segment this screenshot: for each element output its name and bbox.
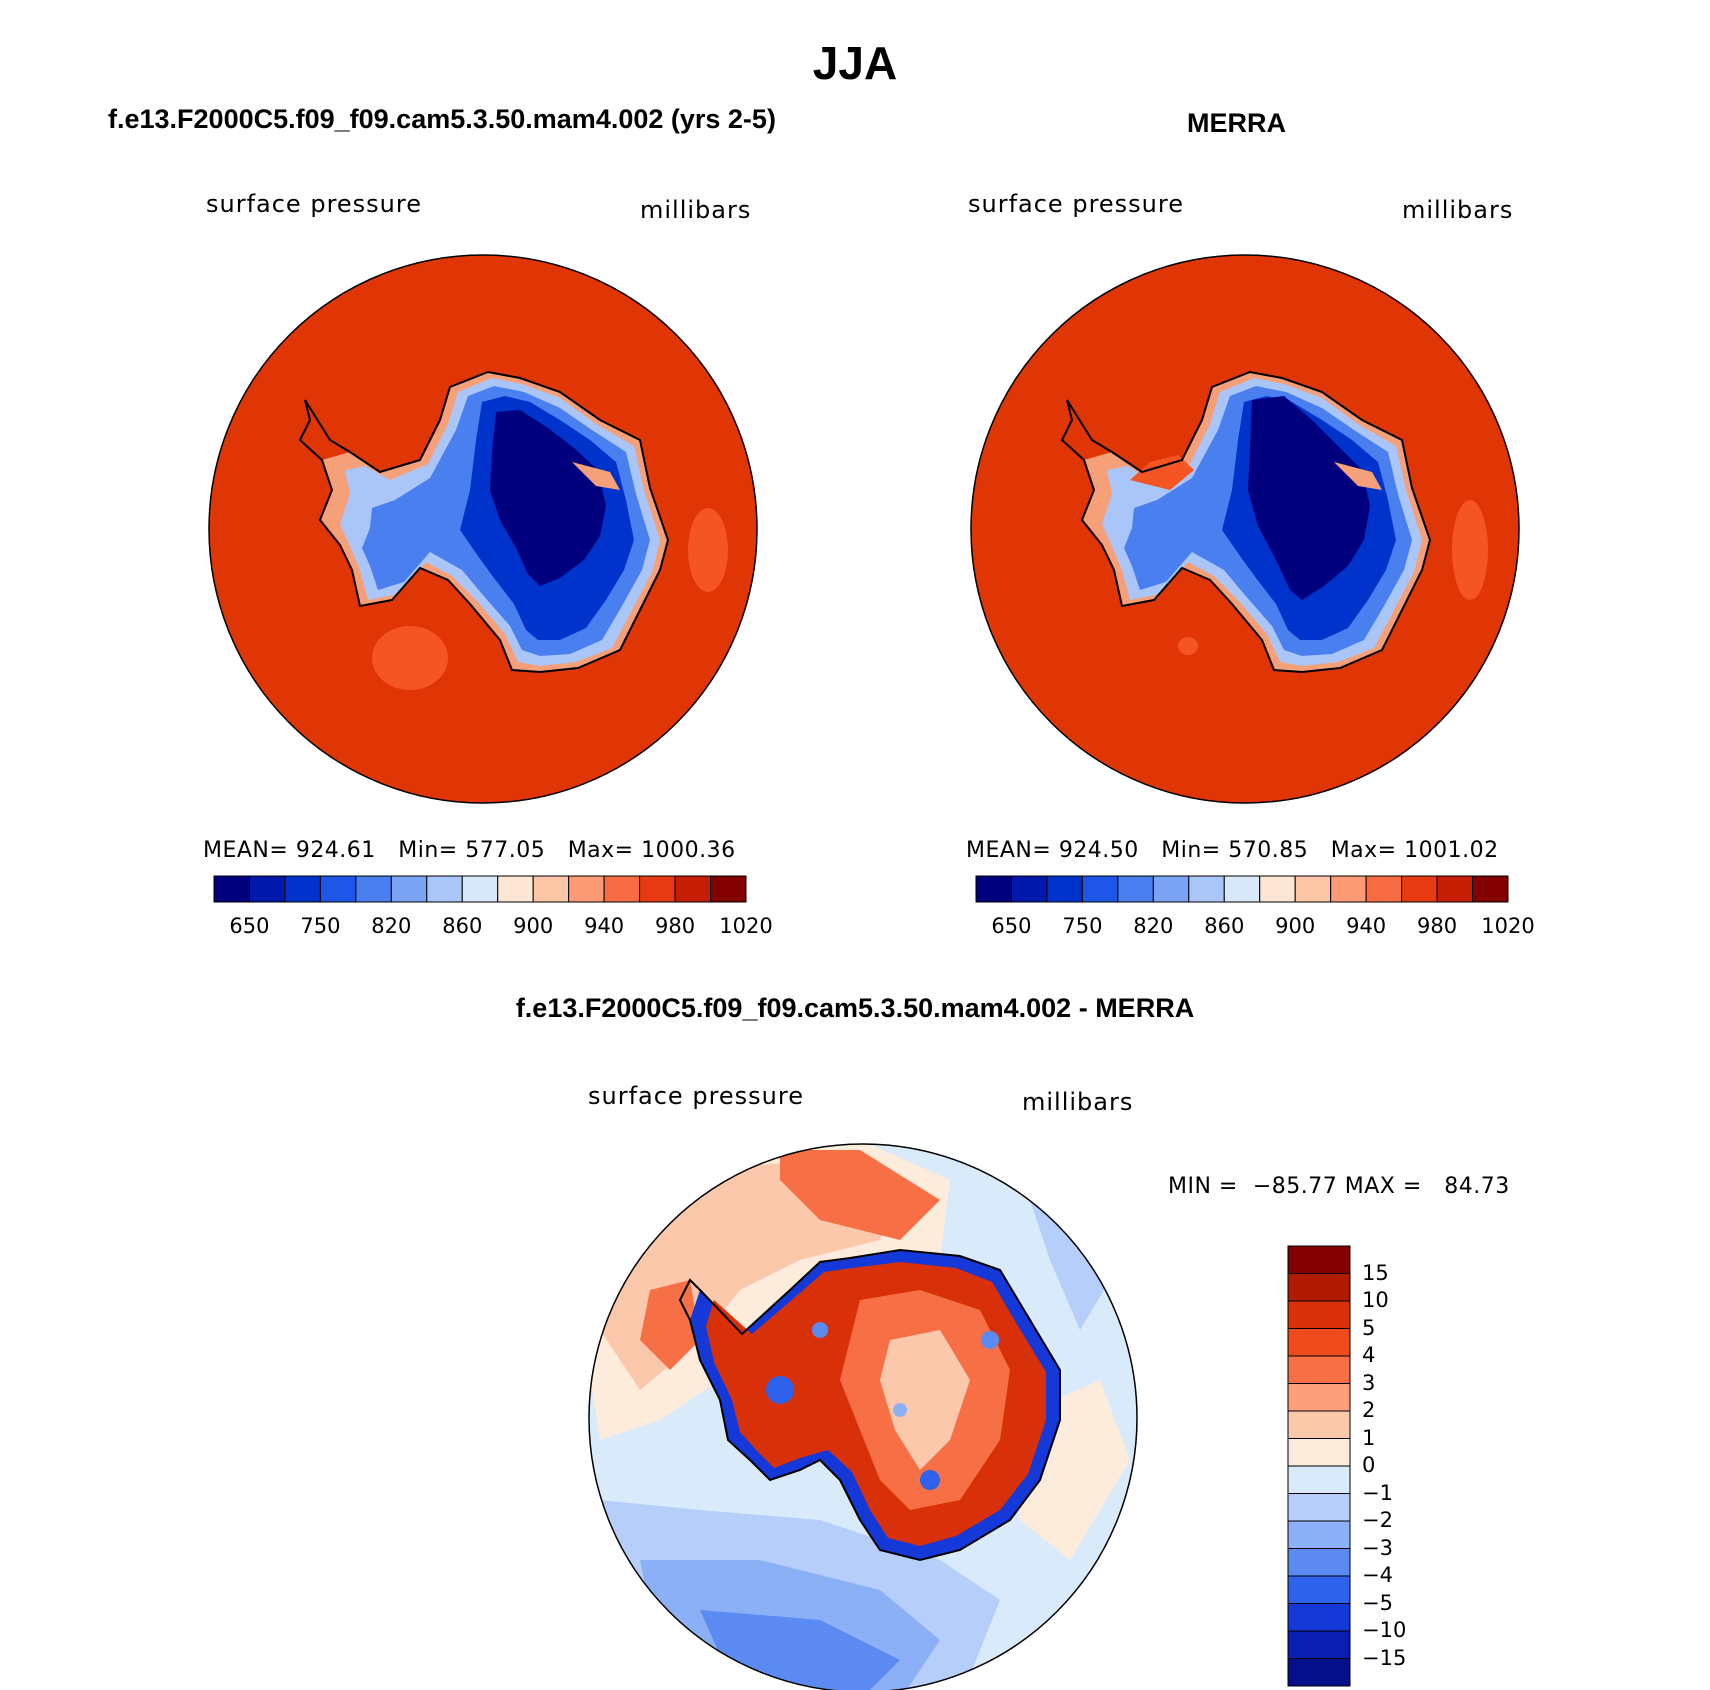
merra-colorbar-box: [1365, 875, 1403, 903]
model-colorbar-box: [284, 875, 321, 903]
model-colorbar-box: [355, 875, 392, 903]
model-colorbar-box: [603, 875, 641, 903]
merra-stats: MEAN= 924.50 Min= 570.85 Max= 1001.02: [966, 838, 1499, 863]
model-colorbar-tick-label: 900: [513, 914, 554, 938]
merra-units-label: millibars: [1402, 196, 1514, 224]
difference-colorbar-box: [1287, 1273, 1351, 1302]
model-colorbar-tick-label: 750: [300, 914, 341, 938]
difference-colorbar-box: [1287, 1603, 1351, 1632]
model-colorbar-box: [248, 875, 286, 903]
model-colorbar-box: [710, 875, 747, 903]
merra-colorbar-box: [1436, 875, 1474, 903]
merra-colorbar-tick-label: 650: [991, 914, 1032, 938]
difference-colorbar-tick-label: −15: [1362, 1645, 1407, 1670]
difference-colorbar-box: [1287, 1300, 1351, 1329]
merra-colorbar: [975, 875, 1509, 903]
model-colorbar-tick-label: 940: [584, 914, 625, 938]
difference-colorbar-tick-label: −4: [1362, 1563, 1393, 1587]
model-colorbar-box: [319, 875, 357, 903]
merra-colorbar-box: [1081, 875, 1119, 903]
merra-colorbar-tick-label: 980: [1417, 914, 1458, 938]
merra-colorbar-box: [1010, 875, 1048, 903]
difference-colorbar-box: [1287, 1328, 1351, 1357]
merra-colorbar-box: [1259, 875, 1296, 903]
difference-colorbar-tick-label: 15: [1362, 1260, 1389, 1285]
difference-colorbar-box: [1287, 1548, 1351, 1577]
model-colorbar-box: [568, 875, 605, 903]
difference-colorbar-box: [1287, 1465, 1351, 1494]
merra-colorbar-box: [1330, 875, 1367, 903]
difference-colorbar-tick-label: −2: [1362, 1508, 1393, 1532]
difference-colorbar-tick-label: −3: [1362, 1535, 1393, 1560]
difference-stats: MIN = −85.77 MAX = 84.73: [1168, 1174, 1510, 1199]
difference-colorbar-box: [1287, 1658, 1351, 1687]
difference-colorbar-box: [1287, 1575, 1351, 1604]
model-colorbar-tick-label: 820: [371, 914, 412, 938]
model-colorbar: [213, 875, 747, 903]
difference-colorbar-box: [1287, 1520, 1351, 1549]
merra-colorbar-box: [1152, 875, 1190, 903]
difference-colorbar: [1287, 1245, 1351, 1687]
difference-colorbar-box: [1287, 1355, 1351, 1384]
difference-colorbar-tick-label: −10: [1362, 1618, 1407, 1642]
difference-colorbar-box: [1287, 1383, 1351, 1412]
model-colorbar-tick-label: 650: [229, 914, 270, 938]
merra-colorbar-box: [975, 875, 1012, 903]
difference-colorbar-box: [1287, 1245, 1351, 1274]
difference-colorbar-tick-label: 2: [1362, 1398, 1376, 1422]
merra-colorbar-tick-label: 940: [1346, 914, 1387, 938]
difference-variable-label: surface pressure: [588, 1082, 804, 1110]
model-colorbar-box: [213, 875, 250, 903]
difference-colorbar-tick-label: −5: [1362, 1590, 1393, 1615]
difference-colorbar-box: [1287, 1438, 1351, 1467]
merra-colorbar-tick-label: 1020: [1481, 914, 1535, 938]
merra-variable-label: surface pressure: [968, 190, 1184, 218]
difference-colorbar-tick-label: 5: [1362, 1315, 1376, 1340]
antarctica-continent: [320, 372, 668, 672]
difference-units-label: millibars: [1022, 1088, 1134, 1116]
difference-panel-heading: f.e13.F2000C5.f09_f09.cam5.3.50.mam4.002…: [515, 993, 1195, 1023]
merra-colorbar-box: [1294, 875, 1332, 903]
merra-colorbar-tick-label: 750: [1062, 914, 1103, 938]
difference-colorbar-tick-label: −1: [1362, 1480, 1393, 1505]
model-colorbar-tick-label: 860: [442, 914, 483, 938]
difference-colorbar-tick-label: 1: [1362, 1425, 1376, 1450]
model-units-label: millibars: [640, 196, 752, 224]
merra-colorbar-box: [1472, 875, 1509, 903]
merra-colorbar-box: [1117, 875, 1154, 903]
merra-panel-heading: MERRA: [1187, 108, 1286, 138]
merra-colorbar-box: [1046, 875, 1083, 903]
difference-colorbar-box: [1287, 1630, 1351, 1659]
figure-title: JJA: [812, 37, 898, 89]
merra-colorbar-ticks: 650 750 820 860 900 940 980 1020: [976, 914, 1534, 942]
merra-colorbar-box: [1401, 875, 1438, 903]
model-colorbar-box: [639, 875, 676, 903]
difference-colorbar-tick-label: 4: [1362, 1343, 1376, 1367]
model-colorbar-box: [497, 875, 534, 903]
merra-colorbar-tick-label: 820: [1133, 914, 1174, 938]
difference-colorbar-box: [1287, 1493, 1351, 1522]
model-panel-heading: f.e13.F2000C5.f09_f09.cam5.3.50.mam4.002…: [108, 104, 776, 134]
merra-colorbar-box: [1223, 875, 1261, 903]
merra-colorbar-tick-label: 860: [1204, 914, 1245, 938]
model-colorbar-box: [461, 875, 499, 903]
model-colorbar-tick-label: 980: [655, 914, 696, 938]
difference-colorbar-tick-label: 0: [1362, 1453, 1376, 1477]
model-colorbar-box: [426, 875, 463, 903]
difference-colorbar-ticks: 15 10 5 4 3 2 1 0 −1 −2 −3 −4 −5 −10 −15: [1362, 1246, 1442, 1690]
model-variable-label: surface pressure: [206, 190, 422, 218]
merra-colorbar-tick-label: 900: [1275, 914, 1316, 938]
model-colorbar-ticks: 650 750 820 860 900 940 980 1020: [214, 914, 772, 942]
merra-colorbar-box: [1188, 875, 1225, 903]
difference-colorbar-box: [1287, 1410, 1351, 1439]
difference-colorbar-tick-label: 3: [1362, 1370, 1376, 1395]
model-colorbar-box: [674, 875, 712, 903]
model-colorbar-box: [390, 875, 428, 903]
difference-colorbar-tick-label: 10: [1362, 1288, 1389, 1312]
model-colorbar-box: [532, 875, 570, 903]
model-colorbar-tick-label: 1020: [719, 914, 773, 938]
model-stats: MEAN= 924.61 Min= 577.05 Max= 1000.36: [203, 838, 736, 863]
